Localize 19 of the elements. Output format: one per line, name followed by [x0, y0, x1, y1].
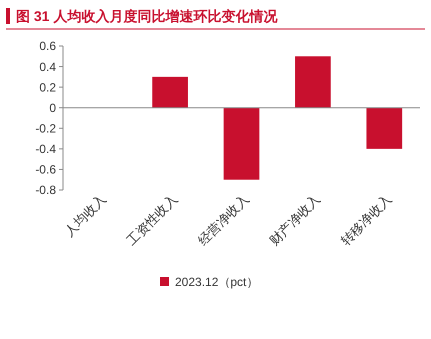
y-tick-label: -0.6 — [35, 162, 56, 177]
bar — [366, 108, 402, 149]
bar — [224, 108, 260, 180]
chart-title: 图 31 人均收入月度同比增速环比变化情况 — [16, 8, 278, 24]
y-tick-label: -0.2 — [35, 121, 56, 136]
bar — [152, 76, 188, 108]
y-tick-label: -0.4 — [35, 142, 56, 156]
legend-label: 2023.12（pct） — [175, 275, 258, 290]
x-tick-label: 经营净收入 — [195, 192, 252, 248]
x-tick-label: 工资性收入 — [124, 192, 180, 248]
bar — [295, 56, 331, 108]
x-tick-label: 人均收入 — [61, 192, 109, 239]
x-tick-label: 财产净收入 — [266, 192, 324, 248]
x-tick-label: 转移净收入 — [338, 192, 394, 248]
y-tick-label: 0.2 — [39, 80, 56, 94]
y-tick-label: 0 — [49, 100, 56, 115]
y-tick-label: 0.4 — [39, 60, 56, 74]
y-tick-label: 0.6 — [39, 39, 56, 54]
y-tick-label: -0.8 — [35, 183, 56, 198]
